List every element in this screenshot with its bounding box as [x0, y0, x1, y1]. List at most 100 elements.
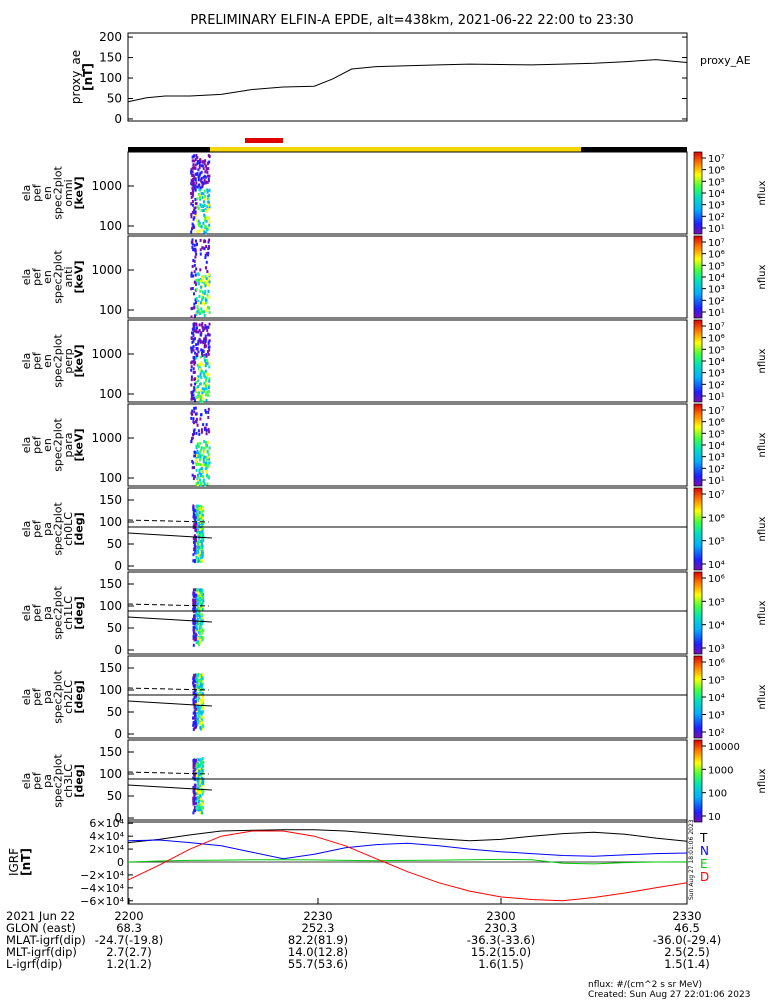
spectrogram-cell: [192, 345, 195, 348]
spectrogram-cell: [206, 170, 209, 174]
spectrogram-cell: [204, 369, 207, 373]
igrf-ytick-label: 2×10⁴: [89, 843, 124, 856]
spectrogram-cell: [197, 183, 200, 187]
spectrogram-cell: [201, 792, 204, 796]
spectrogram-cell: [201, 529, 204, 533]
spectrogram-cell: [194, 163, 197, 167]
spectrogram-cell: [203, 345, 206, 349]
colorbar-tick-label: 10⁶: [708, 658, 725, 669]
spectrogram-cell: [201, 636, 204, 640]
spectrogram-cell: [193, 675, 196, 678]
spectrogram-cell: [201, 757, 204, 761]
spectrogram-cell: [199, 478, 201, 482]
spectrogram-cell: [190, 168, 193, 172]
spectrogram-cell: [195, 692, 198, 696]
spectrogram-cell: [207, 207, 209, 211]
spectrogram-cell: [193, 616, 196, 620]
spectrogram-cell: [194, 594, 197, 598]
spectrogram-cell: [193, 263, 196, 267]
panel-ylabel-line: ela: [20, 185, 33, 202]
panel-ylabel-line: ela: [20, 437, 33, 454]
spectrogram-cell: [192, 274, 195, 278]
spectrogram-cell: [204, 170, 207, 174]
panel-ylabel-line: spec2plot: [52, 166, 65, 220]
spectrogram-cell: [197, 375, 200, 379]
spectrogram-cell: [192, 155, 195, 158]
spectrogram-cell: [194, 635, 197, 639]
spectrogram-cell: [192, 698, 195, 702]
spectrogram-cell: [203, 427, 206, 431]
spectrogram-cell: [199, 726, 202, 730]
ephemeris-value: 2.7(2.7): [106, 945, 152, 959]
spectrogram-cell: [193, 625, 195, 629]
proxy-ae-frame: [127, 32, 688, 122]
spectrogram-cell: [200, 622, 203, 626]
spectrogram-cell: [204, 483, 207, 487]
spectrogram-cell: [199, 238, 202, 242]
panel-ylabel-line: ela: [20, 353, 33, 370]
spectrogram-cell: [205, 301, 208, 305]
anti-loss-cone-line: [127, 687, 209, 691]
spectrogram-cell: [197, 301, 200, 305]
colorbar-tick-label: 10²: [708, 380, 725, 391]
spectrogram-cell: [192, 356, 195, 360]
panel-ylabel-line: ch0LC: [62, 512, 75, 546]
panel-ytick-label: 0: [114, 559, 122, 573]
panel-ylabel-line: [deg]: [73, 764, 86, 797]
spectrogram-data-cells: [192, 757, 205, 815]
spectrogram-cell: [192, 677, 195, 681]
spectrogram-cell: [192, 393, 195, 397]
spectrogram-cell: [193, 716, 196, 720]
ephemeris-value: 252.3: [302, 921, 335, 935]
colorbar-tick-label: 10000: [708, 742, 740, 753]
colorbar-tick-label: 10⁶: [708, 250, 725, 261]
spectrogram-cell: [193, 378, 196, 381]
spectrogram-cell: [192, 224, 195, 228]
spectrogram-cell: [195, 723, 198, 727]
spectrogram-cell: [191, 393, 194, 397]
spectrogram-cell: [197, 786, 200, 790]
spectrogram-cell: [201, 196, 204, 200]
spectrogram-cell: [197, 792, 200, 796]
spectrogram-cell: [199, 268, 202, 272]
spectrogram-cell: [208, 348, 211, 352]
ephemeris-value: 14.0(12.8): [288, 945, 348, 959]
spectrogram-cell: [190, 171, 193, 175]
spectrogram-cell: [205, 260, 208, 264]
spectrogram-cell: [200, 617, 203, 621]
spectrogram-cell: [199, 248, 202, 252]
igrf-ylabel-line: IGRF: [7, 848, 21, 876]
spectrogram-cell: [197, 379, 199, 383]
spectrogram-cell: [196, 541, 199, 545]
spectrogram-cell: [191, 242, 194, 246]
spectrogram-cell: [208, 223, 211, 227]
spectrogram-cell: [195, 769, 198, 773]
proxy-ae-panel: 200 150 100 50 0 proxy_ae[nT] proxy_AE: [69, 30, 751, 126]
panel-ylabel-line: perp: [62, 348, 75, 373]
panel-ylabel-line: [deg]: [73, 512, 86, 545]
colorbar-tick-label: 10³: [708, 453, 725, 464]
spectrogram-cell: [198, 367, 201, 371]
spectrogram-cell: [201, 180, 204, 184]
spectrogram-cell: [204, 216, 207, 220]
panel-ytick-label: 100: [99, 515, 122, 529]
spectrogram-cell: [205, 361, 208, 365]
spectrogram-cell: [204, 337, 207, 341]
igrf-series-N-line: [127, 839, 688, 860]
spectrogram-cell: [195, 504, 198, 508]
spectrogram-cell: [200, 504, 203, 508]
spectrogram-cell: [201, 686, 203, 690]
spectrogram-cell: [200, 543, 203, 547]
panel-colorbar: 10⁶ 10⁵ 10⁴ 10³ 10² nflux: [693, 655, 768, 739]
spectrogram-cell: [198, 594, 200, 598]
colorbar-tick-label: 1000: [708, 765, 733, 776]
spectrogram-cell: [198, 779, 201, 783]
spectrogram-cell: [190, 213, 193, 216]
spectrogram-cell: [199, 686, 202, 690]
spectrogram-cell: [193, 475, 196, 479]
spectrogram-cell: [197, 451, 200, 455]
panel-ylabel-line: [keV]: [73, 344, 86, 377]
spectrogram-cell: [193, 225, 196, 229]
ephemeris-value: 82.2(81.9): [288, 933, 348, 947]
